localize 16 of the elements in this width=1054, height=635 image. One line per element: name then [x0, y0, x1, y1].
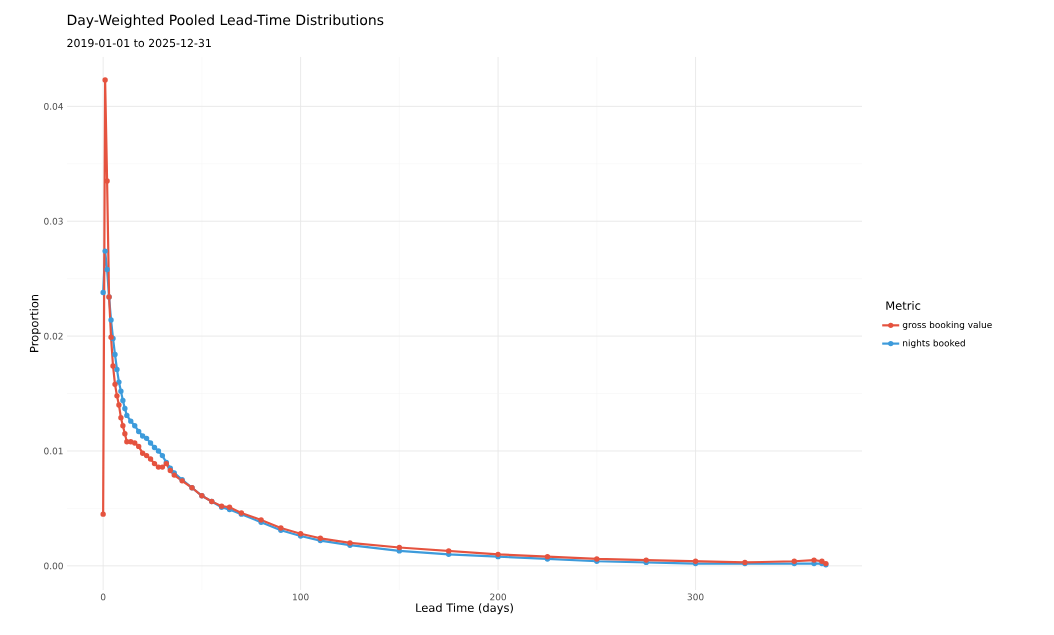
legend-title: Metric [886, 301, 921, 310]
y-tick-label: 0.03 [44, 217, 63, 225]
y-tick-label: 0.00 [44, 562, 63, 570]
y-tick-label: 0.04 [44, 102, 63, 110]
x-tick-label: 100 [293, 593, 309, 601]
x-axis-title: Lead Time (days) [416, 603, 513, 615]
y-tick-label: 0.02 [44, 332, 63, 340]
x-tick-label: 0 [100, 593, 106, 601]
y-axis-title: Proportion [29, 294, 41, 352]
chart-title: Day-Weighted Pooled Lead-Time Distributions [67, 14, 384, 28]
chart-subtitle: 2019-01-01 to 2025-12-31 [67, 38, 211, 48]
x-tick-label: 200 [490, 593, 507, 601]
legend-label: gross booking value [902, 321, 992, 330]
y-tick-label: 0.01 [44, 447, 63, 455]
legend-label: nights booked [903, 339, 965, 349]
x-tick-label: 300 [687, 593, 704, 601]
